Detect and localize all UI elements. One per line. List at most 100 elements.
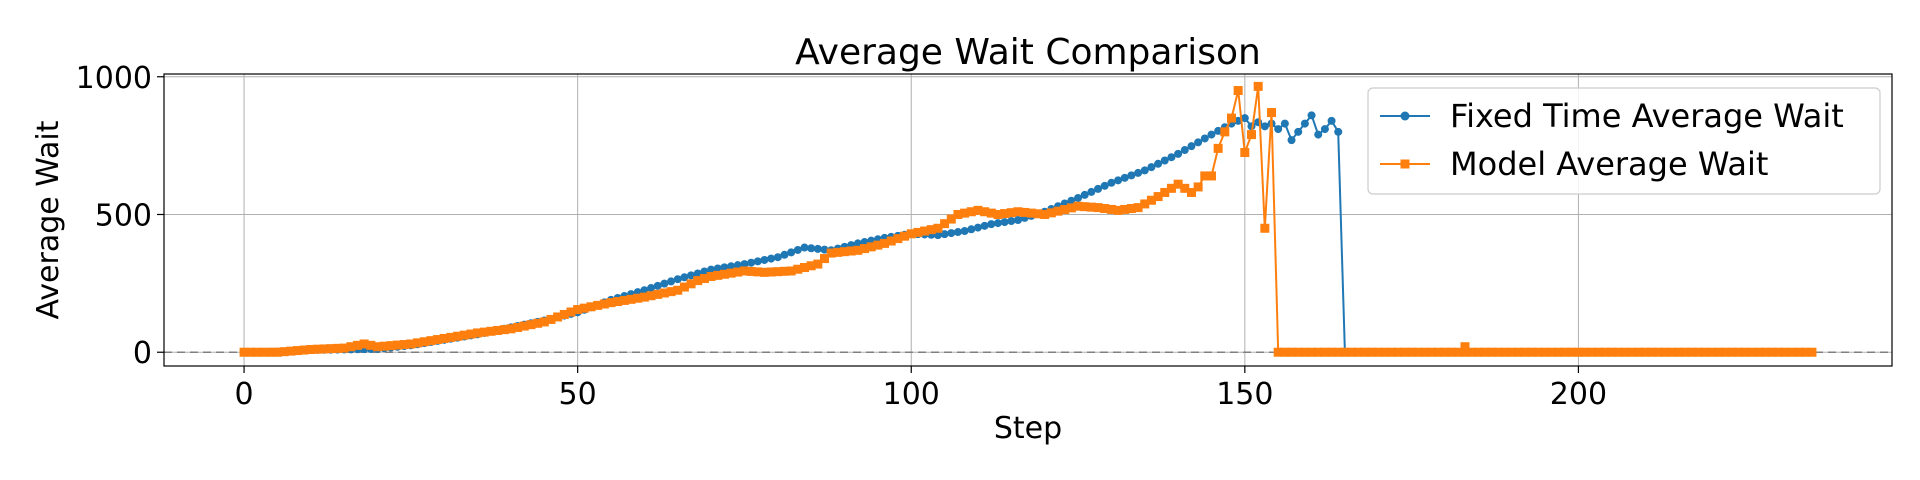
data-point [1460, 347, 1470, 357]
data-point [679, 282, 689, 292]
data-point [720, 263, 729, 272]
data-point [1247, 130, 1257, 140]
data-point [1527, 347, 1537, 357]
data-point [366, 340, 376, 350]
data-point [519, 321, 529, 331]
data-point [466, 329, 476, 339]
x-tick-label: 150 [1216, 377, 1273, 412]
data-point [439, 333, 449, 343]
data-point [1026, 208, 1036, 218]
data-point [1320, 347, 1330, 357]
data-point [272, 347, 282, 357]
data-point [1080, 190, 1089, 199]
data-point [1674, 347, 1684, 357]
data-point [1153, 192, 1163, 202]
data-point [393, 340, 403, 350]
data-point [707, 265, 716, 274]
data-point [1173, 179, 1183, 189]
data-point [639, 292, 649, 302]
data-point [1647, 347, 1657, 357]
legend-item: Fixed Time Average Wait [1380, 97, 1844, 135]
data-point [1094, 184, 1103, 193]
data-point [953, 228, 962, 237]
x-axis-ticks: 0 50 100 150 200 [235, 366, 1607, 412]
data-point [1046, 208, 1056, 218]
data-point [740, 260, 749, 269]
data-point [940, 219, 950, 229]
data-point [593, 300, 603, 310]
data-point [727, 262, 736, 271]
data-point [673, 275, 682, 284]
data-point [1707, 347, 1717, 357]
data-point [1067, 196, 1076, 205]
data-point [1520, 347, 1530, 357]
data-point [1120, 173, 1129, 182]
data-point [526, 320, 536, 330]
data-point [1207, 130, 1216, 139]
legend: Fixed Time Average Wait Model Average Wai… [1367, 87, 1881, 195]
data-point [860, 238, 869, 247]
data-point [653, 281, 662, 290]
data-point [292, 346, 302, 356]
data-point [579, 303, 589, 313]
data-point [1000, 218, 1009, 227]
data-point [893, 234, 903, 244]
data-point [1720, 347, 1730, 357]
data-point [1433, 347, 1443, 357]
data-point [1593, 347, 1603, 357]
data-point [706, 271, 716, 281]
data-point [559, 309, 569, 319]
data-point [1066, 203, 1076, 213]
data-point [299, 345, 309, 355]
data-point [1767, 347, 1777, 357]
data-point [1060, 205, 1070, 215]
data-point [399, 340, 409, 350]
chart-title: Average Wait Comparison [795, 32, 1261, 73]
data-point [966, 207, 976, 217]
data-point [1160, 156, 1169, 165]
data-point [873, 240, 883, 250]
data-point [1234, 116, 1243, 125]
data-point [1587, 347, 1597, 357]
data-point [1187, 142, 1196, 151]
data-point [246, 347, 256, 357]
data-point [533, 318, 543, 328]
data-point [1513, 347, 1523, 357]
data-point [1340, 347, 1350, 357]
x-tick-label: 200 [1550, 377, 1607, 412]
data-point [1480, 347, 1490, 357]
data-point [1226, 113, 1236, 123]
data-point [473, 328, 483, 338]
data-point [1393, 347, 1403, 357]
data-point [1353, 347, 1363, 357]
data-point [252, 347, 262, 357]
data-point [687, 271, 696, 280]
data-point [1633, 347, 1643, 357]
data-point [660, 279, 669, 288]
data-point [1240, 148, 1250, 158]
data-point [1800, 347, 1810, 357]
data-point [566, 307, 576, 317]
data-point [1146, 195, 1156, 205]
data-point [1147, 163, 1156, 172]
legend-box [1367, 87, 1881, 195]
data-point [1260, 122, 1269, 131]
data-point [787, 248, 796, 257]
data-point [1694, 347, 1704, 357]
data-point [1080, 202, 1090, 212]
data-point [346, 342, 356, 352]
data-point [1727, 347, 1737, 357]
data-point [406, 339, 416, 349]
data-point [1680, 347, 1690, 357]
data-point [1780, 347, 1790, 357]
data-point [1093, 203, 1103, 213]
data-point [1013, 207, 1023, 217]
data-point [1427, 347, 1437, 357]
data-point [453, 331, 463, 341]
data-point [973, 223, 982, 232]
data-point [1373, 347, 1383, 357]
data-point [553, 312, 563, 322]
data-point [613, 297, 623, 307]
data-point [747, 258, 756, 267]
